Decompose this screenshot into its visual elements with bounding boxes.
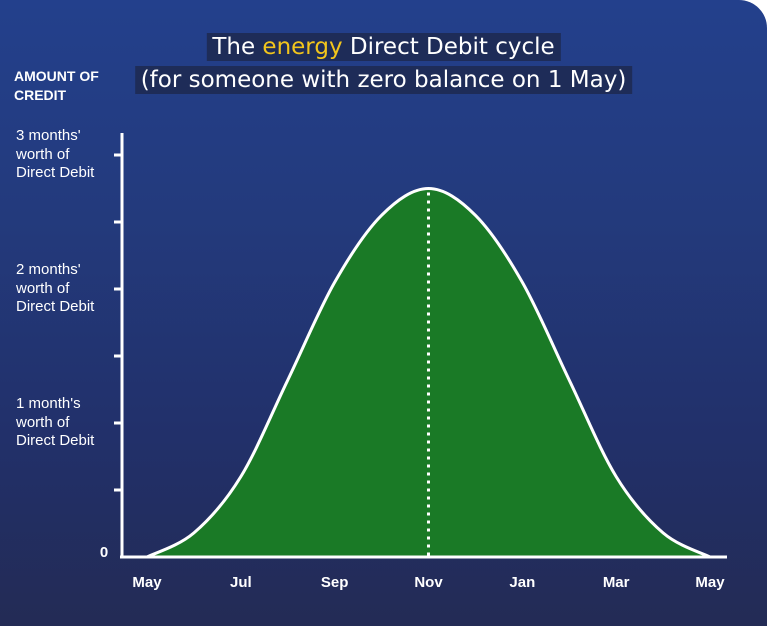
credit-area-fill (147, 188, 710, 557)
x-tick-label: Jan (509, 574, 536, 591)
chart-title-line-1: The energy Direct Debit cycle (206, 33, 561, 61)
y-zero-label: 0 (99, 544, 109, 561)
x-tick-label: Jul (229, 574, 252, 591)
x-tick-label: Sep (320, 574, 349, 591)
x-tick-label: May (132, 574, 162, 591)
credit-curve-line (146, 186, 711, 559)
y-tick-label: 2 months' worth of Direct Debit (16, 261, 95, 315)
y-tick-label: 3 months' worth of Direct Debit (16, 127, 95, 181)
x-tick-label: Nov (414, 574, 443, 591)
chart-title-line-2: (for someone with zero balance on 1 May) (134, 66, 633, 94)
y-axis-title: AMOUNT OF CREDIT (14, 68, 99, 103)
y-tick-label: 1 month's worth of Direct Debit (16, 395, 95, 449)
title-accent-word: energy (262, 34, 343, 60)
title-prefix: The (212, 34, 263, 60)
title-suffix: Direct Debit cycle (342, 34, 555, 60)
x-tick-label: Mar (602, 574, 630, 591)
x-tick-label: May (695, 574, 725, 591)
